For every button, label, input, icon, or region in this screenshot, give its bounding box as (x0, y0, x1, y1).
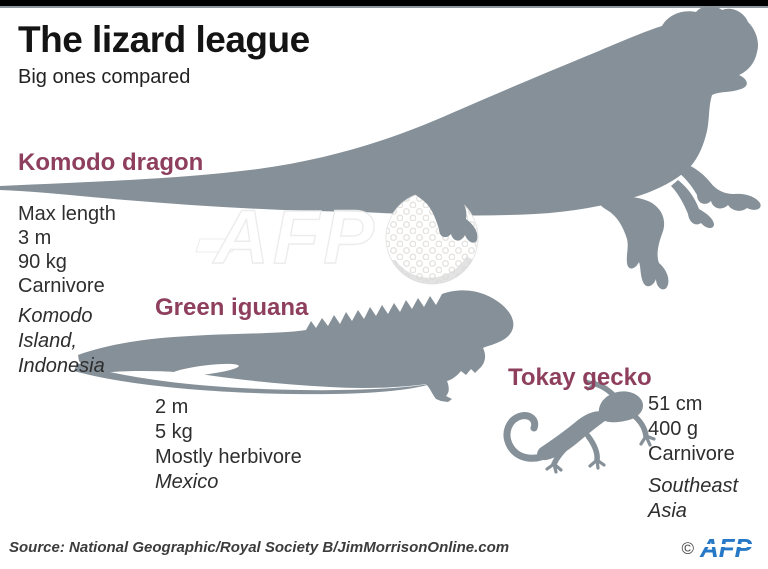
species-heading-green-iguana: Green iguana (155, 294, 309, 321)
location-line: Indonesia (18, 355, 105, 377)
species-heading-tokay-gecko: Tokay gecko (508, 364, 652, 391)
komodo-location-block: Komodo Island, Indonesia (18, 304, 105, 379)
afp-logo: © AFP (681, 533, 752, 564)
komodo-dragon-silhouette (0, 6, 758, 216)
location-line: Mexico (155, 471, 219, 493)
source-credit: Source: National Geographic/Royal Societ… (9, 539, 510, 556)
species-heading-komodo-dragon: Komodo dragon (18, 149, 204, 176)
iguana-location-block: Mexico (155, 470, 218, 495)
stat-line: 90 kg (18, 251, 67, 273)
stat-line: 3 m (18, 227, 52, 249)
afp-watermark-text: AFP (212, 195, 378, 280)
stat-line: 51 cm (648, 393, 703, 415)
stat-line: Mostly herbivore (155, 446, 302, 468)
stat-line: Max length (18, 203, 116, 225)
green-iguana-silhouette (74, 290, 514, 402)
location-line: Komodo (18, 305, 93, 327)
tokay-gecko-silhouette (503, 374, 656, 474)
stat-line: Carnivore (648, 443, 735, 465)
komodo-dragon-legs (407, 160, 761, 290)
gecko-location-block: Southeast Asia (648, 474, 738, 524)
iguana-tail-highlight (171, 363, 239, 377)
iguana-stats-block: 2 m 5 kg Mostly herbivore (155, 395, 302, 470)
location-line: Southeast (648, 475, 739, 497)
infographic-subtitle: Big ones compared (18, 66, 191, 88)
gecko-stats-block: 51 cm 400 g Carnivore (648, 392, 735, 467)
location-line: Asia (648, 500, 687, 522)
stat-line: 5 kg (155, 421, 193, 443)
copyright-symbol: © (681, 538, 694, 558)
afp-watermark: AFP (195, 194, 378, 281)
stat-line: Carnivore (18, 275, 105, 297)
location-line: Island, (18, 330, 77, 352)
afp-logo-text: AFP (700, 533, 752, 563)
stat-line: 2 m (155, 396, 189, 418)
top-rule-bar (0, 0, 768, 8)
komodo-stats-block: Max length 3 m 90 kg Carnivore (18, 202, 116, 298)
infographic-title: The lizard league (18, 19, 310, 60)
stat-line: 400 g (648, 418, 699, 440)
